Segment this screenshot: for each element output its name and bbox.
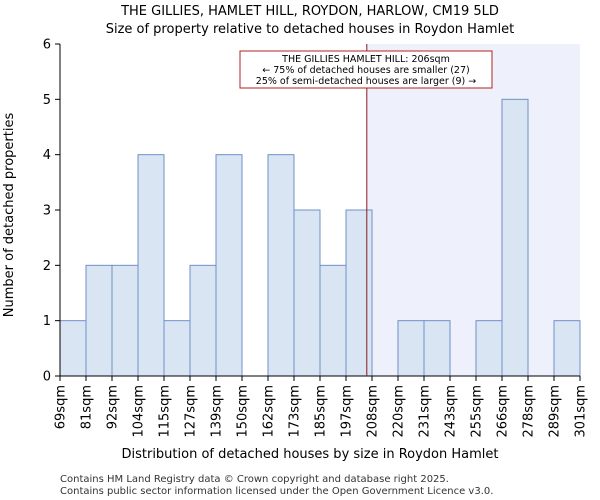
bar-162sqm — [267, 154, 295, 377]
y-tick-label: 3 — [43, 204, 51, 219]
annotation-line-3: 25% of semi-detached houses are larger (… — [256, 76, 476, 87]
annotation-box: THE GILLIES HAMLET HILL: 206sqm ← 75% of… — [239, 50, 493, 89]
x-tick-label-301sqm: 301sqm — [574, 385, 589, 438]
x-tick-label-173sqm: 173sqm — [288, 385, 303, 438]
annotation-line-1: THE GILLIES HAMLET HILL: 206sqm — [281, 54, 450, 65]
bar-266sqm — [501, 98, 529, 377]
x-tick-label-289sqm: 289sqm — [548, 385, 563, 438]
y-tick-label: 2 — [43, 259, 51, 274]
footer-line-1: Contains HM Land Registry data © Crown c… — [60, 474, 449, 485]
bar-81sqm — [85, 264, 113, 377]
bars-group — [59, 98, 581, 377]
x-tick-label-278sqm: 278sqm — [522, 385, 537, 438]
bar-139sqm — [215, 154, 243, 377]
bar-115sqm — [163, 320, 191, 377]
x-tick-label-185sqm: 185sqm — [314, 385, 329, 438]
x-axis-label: Distribution of detached houses by size … — [121, 447, 498, 462]
x-tick-label-81sqm: 81sqm — [80, 385, 95, 429]
x-tick-label-150sqm: 150sqm — [236, 385, 251, 438]
bar-255sqm — [475, 320, 503, 377]
y-tick-label: 6 — [43, 38, 51, 53]
x-tick-label-162sqm: 162sqm — [262, 385, 277, 438]
x-tick-label-208sqm: 208sqm — [366, 385, 381, 438]
bar-220sqm — [397, 320, 425, 377]
x-tick-label-104sqm: 104sqm — [132, 385, 147, 438]
x-tick-label-197sqm: 197sqm — [340, 385, 355, 438]
y-tick-label: 0 — [43, 370, 51, 385]
bar-127sqm — [189, 264, 217, 377]
x-tick-label-255sqm: 255sqm — [470, 385, 485, 438]
y-tick-label: 1 — [43, 314, 51, 329]
x-tick-label-231sqm: 231sqm — [418, 385, 433, 438]
annotation-line-2: ← 75% of detached houses are smaller (27… — [262, 65, 469, 76]
chart-title: THE GILLIES, HAMLET HILL, ROYDON, HARLOW… — [120, 4, 499, 19]
y-axis-label: Number of detached properties — [2, 113, 17, 318]
y-tick-label: 4 — [43, 148, 51, 163]
bar-92sqm — [111, 264, 139, 377]
x-tick-label-139sqm: 139sqm — [210, 385, 225, 438]
footer-line-2: Contains public sector information licen… — [60, 486, 493, 497]
x-tick-label-220sqm: 220sqm — [392, 385, 407, 438]
y-tick-label: 5 — [43, 93, 51, 108]
x-tick-label-127sqm: 127sqm — [184, 385, 199, 438]
bar-104sqm — [137, 154, 165, 377]
x-ticks: 69sqm 81sqm 92sqm 104sqm 115sqm 127sqm 139sqm 1… — [54, 376, 589, 438]
chart-subtitle: Size of property relative to detached ho… — [106, 22, 515, 37]
x-tick-label-115sqm: 115sqm — [158, 385, 173, 438]
bar-69sqm — [59, 320, 87, 377]
bar-231sqm — [423, 320, 451, 377]
x-tick-label-266sqm: 266sqm — [496, 385, 511, 438]
x-tick-label-69sqm: 69sqm — [54, 385, 69, 429]
bar-173sqm — [293, 209, 321, 377]
x-tick-label-243sqm: 243sqm — [444, 385, 459, 438]
x-tick-label-92sqm: 92sqm — [106, 385, 121, 429]
y-ticks: 0 1 2 3 4 5 6 — [43, 38, 60, 385]
bar-185sqm — [319, 264, 347, 377]
bar-197sqm — [345, 209, 373, 377]
bar-289sqm — [553, 320, 581, 377]
